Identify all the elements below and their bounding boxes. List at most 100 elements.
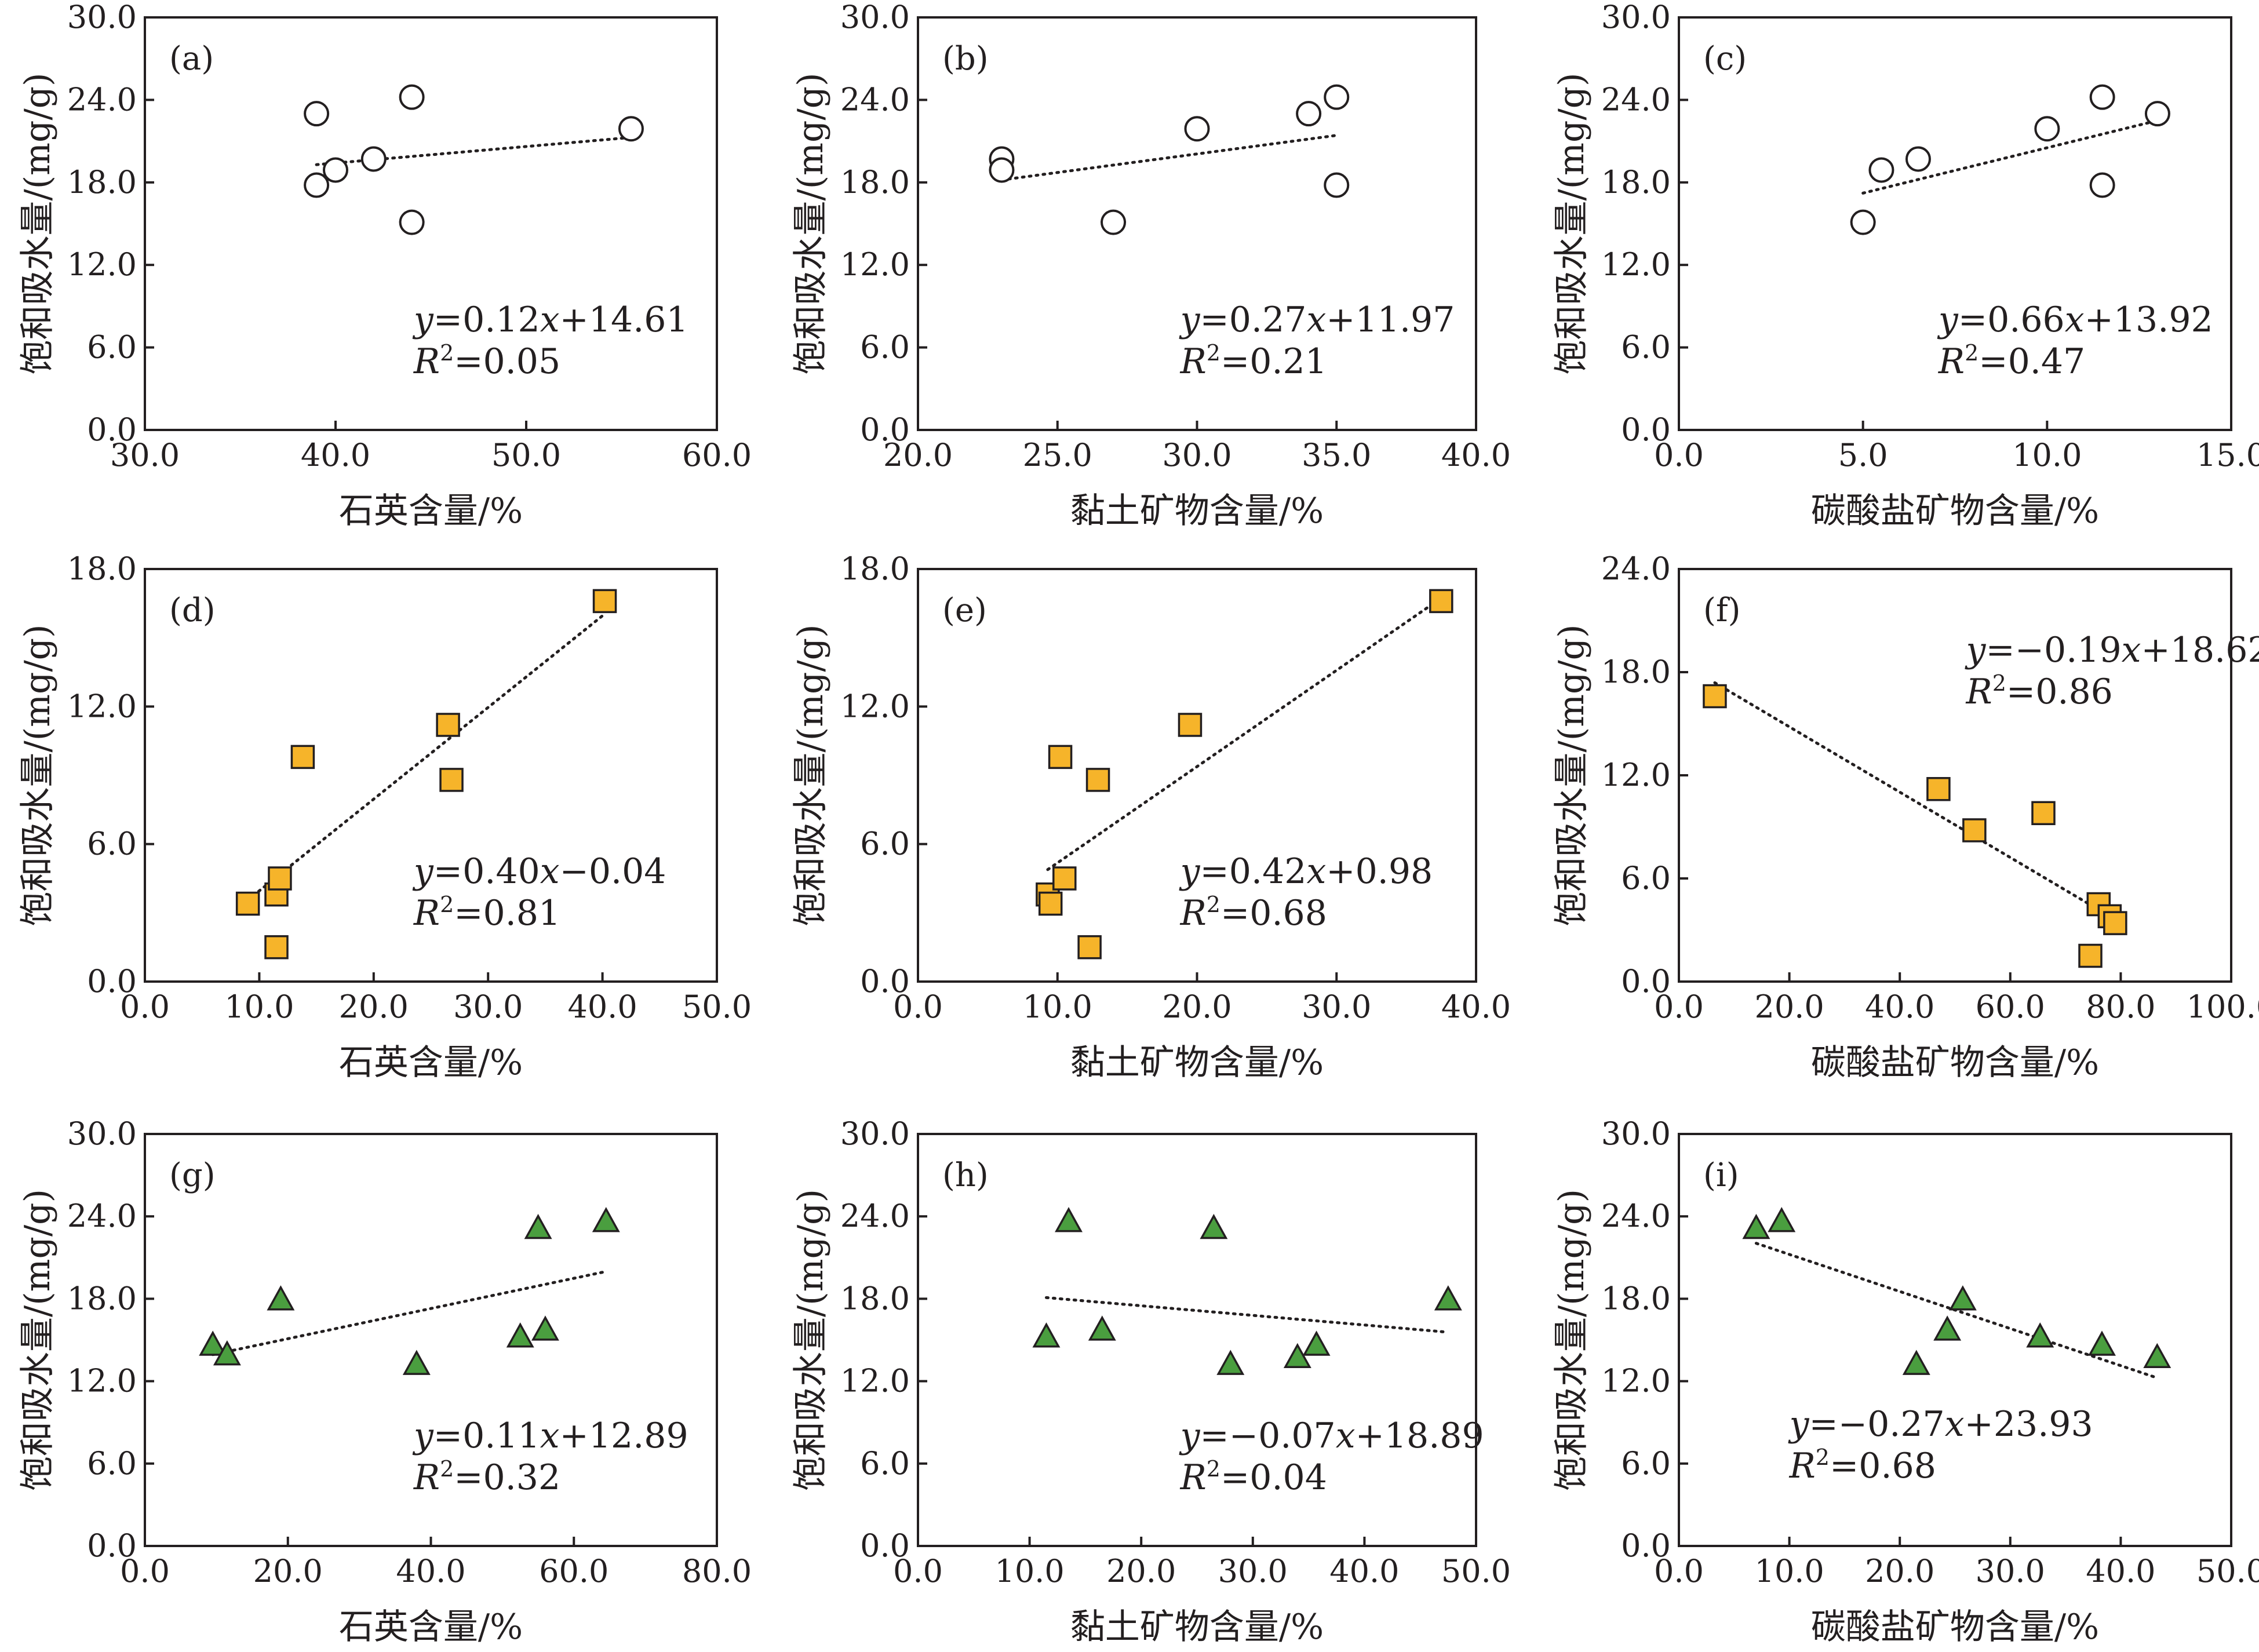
data-point-square [268, 866, 292, 891]
y-axis-title: 饱和吸水量/(mg/g) [790, 625, 831, 927]
data-point-triangle [1902, 1350, 1930, 1375]
data-point-square [1085, 768, 1110, 792]
data-point-triangle [213, 1340, 241, 1366]
regression-equation: y=−0.19x+18.62 [1965, 630, 2259, 670]
y-tick-label: 24.0 [1601, 1198, 1671, 1234]
y-axis-title: 饱和吸水量/(mg/g) [1551, 73, 1592, 375]
data-point-square [592, 589, 617, 614]
x-tick-label: 0.0 [120, 989, 170, 1025]
trend-line [1713, 681, 2117, 921]
x-tick-label: 40.0 [567, 989, 637, 1025]
plot-frame [144, 16, 718, 431]
y-tick-label: 0.0 [860, 1527, 910, 1564]
x-tick-label: 40.0 [2086, 1553, 2155, 1589]
data-point-triangle [1933, 1315, 1962, 1341]
y-tick-label: 12.0 [1601, 1363, 1671, 1399]
y-tick-label: 6.0 [1621, 860, 1671, 896]
x-tick-label: 0.0 [1654, 437, 1704, 473]
data-point-square [1077, 935, 1102, 960]
y-tick-label: 6.0 [860, 826, 910, 862]
data-point-circle [399, 209, 425, 235]
y-tick-label: 12.0 [840, 688, 910, 724]
data-point-circle [989, 157, 1015, 183]
x-tick-label: 80.0 [682, 1553, 752, 1589]
x-tick-label: 20.0 [339, 989, 409, 1025]
y-tick-label: 18.0 [840, 550, 910, 587]
data-point-square [1052, 866, 1077, 891]
x-tick-label: 50.0 [2196, 1553, 2259, 1589]
x-tick-label: 50.0 [1441, 1553, 1511, 1589]
x-tick-label: 30.0 [1302, 989, 1371, 1025]
y-axis-title: 饱和吸水量/(mg/g) [1551, 625, 1592, 927]
y-tick-label: 6.0 [860, 1445, 910, 1482]
panel-b: 0.0 6.0 12.0 18.0 24.0 30.0 20.0 25.0 30.0 35.0 40… [790, 0, 1511, 531]
y-tick-label: 24.0 [1601, 550, 1671, 587]
data-point-square [1178, 713, 1203, 737]
data-point-circle [618, 116, 644, 142]
panel-label: (c) [1703, 40, 1747, 78]
x-tick-label: 0.0 [893, 989, 943, 1025]
y-tick-label: 0.0 [1621, 1527, 1671, 1564]
x-tick-label: 40.0 [396, 1553, 465, 1589]
r-squared-label: R2=0.68 [1789, 1445, 1936, 1486]
x-tick-label: 10.0 [2012, 437, 2082, 473]
panel-label: (b) [942, 40, 989, 78]
x-tick-label: 20.0 [1162, 989, 1231, 1025]
panel-a: 0.0 6.0 12.0 18.0 24.0 30.0 30.0 40.0 50.0 60.0 石英… [17, 0, 752, 531]
x-tick-label: 10.0 [994, 1553, 1064, 1589]
x-axis-title: 黏土矿物含量/% [1070, 1042, 1324, 1083]
x-axis-title: 石英含量/% [339, 1607, 523, 1647]
x-tick-label: 5.0 [1838, 437, 1888, 473]
y-tick-label: 6.0 [1621, 329, 1671, 366]
trend-line [315, 136, 633, 166]
regression-equation: y=0.11x+12.89 [412, 1416, 688, 1456]
r-squared-label: R2=0.68 [1180, 892, 1327, 933]
data-point-triangle [1434, 1285, 1462, 1311]
panel-h: 0.0 6.0 12.0 18.0 24.0 30.0 0.0 10.0 20.0 30.0 40.… [790, 1115, 1511, 1647]
data-point-circle [2089, 172, 2115, 198]
x-tick-label: 30.0 [1976, 1553, 2045, 1589]
x-tick-label: 100.0 [2187, 989, 2259, 1025]
data-point-triangle [506, 1322, 534, 1348]
y-tick-label: 12.0 [67, 1363, 137, 1399]
panel-label: (i) [1703, 1157, 1739, 1194]
y-tick-label: 12.0 [67, 688, 137, 724]
x-tick-label: 0.0 [1654, 1553, 1704, 1589]
x-axis-title: 黏土矿物含量/% [1070, 491, 1324, 531]
y-axis-title: 饱和吸水量/(mg/g) [17, 73, 58, 375]
data-point-square [1429, 589, 1453, 614]
y-tick-label: 0.0 [87, 963, 137, 1000]
data-point-square [436, 713, 460, 737]
r-squared-label: R2=0.21 [1180, 340, 1327, 382]
y-tick-label: 30.0 [840, 0, 910, 35]
panel-c: 0.0 6.0 12.0 18.0 24.0 30.0 0.0 5.0 10.0 15.0 碳酸盐矿… [1551, 0, 2259, 531]
r-squared-label: R2=0.47 [1938, 340, 2085, 382]
x-tick-label: 20.0 [1754, 989, 1824, 1025]
x-axis-title: 碳酸盐矿物含量/% [1811, 1042, 2099, 1083]
y-tick-label: 0.0 [87, 1527, 137, 1564]
x-tick-label: 40.0 [301, 437, 370, 473]
data-point-triangle [1742, 1213, 1770, 1239]
y-axis-title: 饱和吸水量/(mg/g) [17, 625, 58, 927]
y-tick-label: 18.0 [840, 164, 910, 200]
plot-frame [144, 568, 718, 983]
data-point-triangle [2143, 1343, 2171, 1369]
panel-label: (g) [169, 1157, 216, 1194]
r-squared-label: R2=0.81 [413, 892, 560, 933]
y-tick-label: 0.0 [87, 411, 137, 448]
data-point-triangle [267, 1285, 295, 1311]
data-point-triangle [1032, 1322, 1061, 1348]
x-tick-label: 20.0 [253, 1553, 323, 1589]
trend-line [1044, 1296, 1450, 1334]
x-tick-label: 20.0 [1106, 1553, 1176, 1589]
data-point-triangle [402, 1350, 431, 1375]
x-tick-label: 10.0 [1754, 1553, 1824, 1589]
data-point-square [235, 891, 260, 916]
x-tick-label: 10.0 [224, 989, 294, 1025]
x-axis-title: 碳酸盐矿物含量/% [1811, 491, 2099, 531]
data-point-triangle [1948, 1285, 1977, 1311]
data-point-square [1926, 776, 1951, 801]
x-tick-label: 25.0 [1023, 437, 1092, 473]
y-tick-label: 18.0 [1601, 164, 1671, 200]
